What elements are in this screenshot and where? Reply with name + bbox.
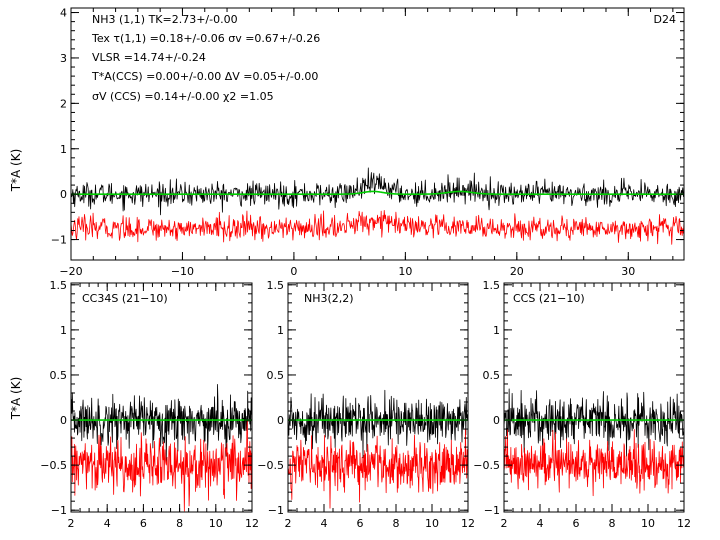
x-tick-label: 12 [245,517,259,530]
y-tick-label: 0.5 [267,369,285,382]
y-tick-label: −0.5 [40,459,67,472]
x-tick-label: 6 [573,517,580,530]
y-tick-label: 4 [60,7,67,20]
y-tick-label: 1 [60,143,67,156]
panel-label-ccs: CCS (21−10) [513,292,585,305]
series-spectrum_offset [70,210,685,245]
x-tick-label: 10 [209,517,223,530]
x-tick-label: 2 [285,517,292,530]
y-tick-label: 3 [60,52,67,65]
y-tick-label: −0.5 [473,459,500,472]
x-tick-label: 8 [609,517,616,530]
x-tick-label: 6 [357,517,364,530]
x-tick-label: −10 [171,265,194,278]
x-tick-label: 4 [104,517,111,530]
x-tick-label: 12 [461,517,475,530]
plot-frame [70,7,685,261]
y-tick-label: −1 [51,234,67,247]
fit-line-5: σV (CCS) =0.14+/-0.00 χ2 =1.05 [92,90,274,103]
bottom-ylabel: T*A (K) [9,377,23,421]
x-tick-label: 8 [176,517,183,530]
top-ylabel: T*A (K) [9,149,23,193]
x-tick-label: −20 [59,265,82,278]
x-tick-label: 4 [321,517,328,530]
y-tick-label: 1 [60,324,67,337]
y-tick-label: 0 [493,414,500,427]
fit-line-4: T*A(CCS) =0.00+/-0.00 ΔV =0.05+/-0.00 [91,70,318,83]
y-tick-label: 0.5 [483,369,501,382]
fit-line-1: NH3 (1,1) TK=2.73+/-0.00 [92,13,238,26]
fit-parameters: NH3 (1,1) TK=2.73+/-0.00 Tex τ(1,1) =0.1… [91,13,320,103]
x-tick-label: 4 [537,517,544,530]
series-spectrum_offset [70,420,253,512]
x-tick-label: 0 [290,265,297,278]
y-tick-label: 0 [60,188,67,201]
y-tick-label: 1.5 [50,279,68,292]
y-tick-label: 1.5 [267,279,285,292]
y-tick-label: 1 [277,324,284,337]
fit-line-2: Tex τ(1,1) =0.18+/-0.06 σv =0.67+/-0.26 [91,32,320,45]
y-tick-label: 2 [60,97,67,110]
series-spectrum [70,384,253,462]
x-tick-label: 2 [68,517,75,530]
x-tick-label: 10 [641,517,655,530]
fit-line-3: VLSR =14.74+/-0.24 [92,51,206,64]
series-spectrum_offset [287,429,469,509]
x-tick-label: 2 [501,517,508,530]
x-tick-label: 30 [621,265,635,278]
bottom-panel-ccs: 2 4 6 8 10 12 −1 −0.5 0 0.5 1 1.5 [473,279,691,530]
bottom-panel-cc34s: 2 4 6 8 10 12 −1 −0.5 0 0.5 1 1.5 [40,279,259,530]
x-tick-label: 10 [398,265,412,278]
x-tick-label: 8 [393,517,400,530]
panel-label-nh3-22: NH3(2,2) [304,292,354,305]
series-spectrum [70,167,685,216]
y-tick-label: 1.5 [483,279,501,292]
y-tick-label: −0.5 [257,459,284,472]
panel-label-cc34s: CC34S (21−10) [82,292,168,305]
series-model_fit [70,190,685,195]
y-tick-label: 0 [277,414,284,427]
series-spectrum_offset [503,429,685,497]
x-tick-label: 12 [677,517,691,530]
y-tick-label: 0.5 [50,369,68,382]
source-label: D24 [654,13,676,26]
y-tick-label: 1 [493,324,500,337]
x-tick-label: 6 [140,517,147,530]
series-spectrum [503,388,685,457]
series-spectrum [287,389,469,459]
x-tick-label: 10 [425,517,439,530]
bottom-panel-nh3-22: 2 4 6 8 10 12 −1 −0.5 0 0.5 1 1.5 [257,279,475,530]
y-tick-label: −1 [51,504,67,517]
y-tick-label: 0 [60,414,67,427]
x-tick-label: 20 [510,265,524,278]
y-tick-label: −1 [484,504,500,517]
y-tick-label: −1 [268,504,284,517]
